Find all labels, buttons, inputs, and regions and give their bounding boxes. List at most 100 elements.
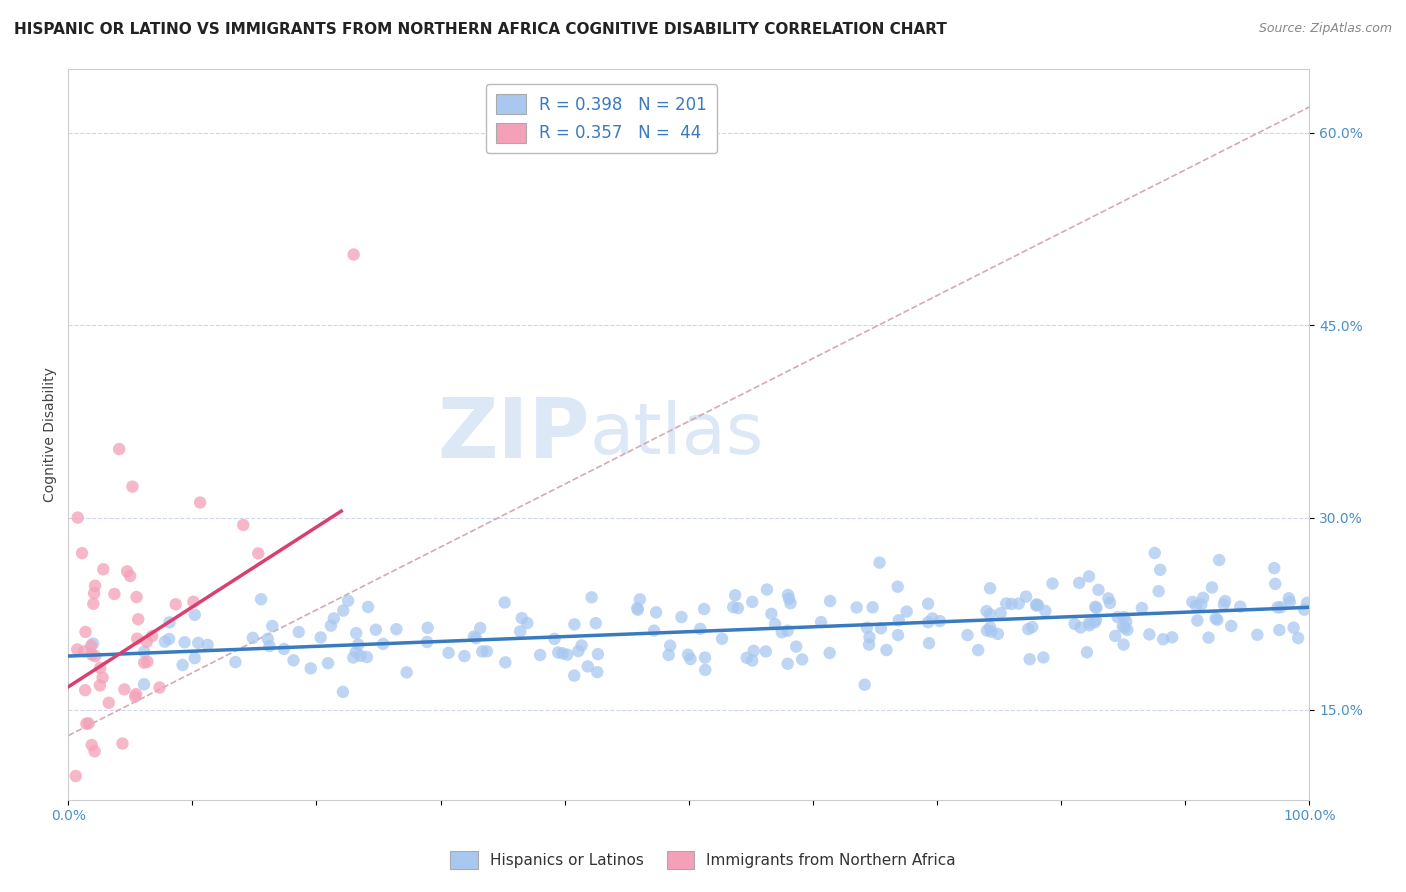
Point xyxy=(141,629,163,643)
Point xyxy=(1008,597,1031,611)
Point xyxy=(995,597,1018,611)
Point xyxy=(127,632,149,646)
Point xyxy=(1087,582,1109,597)
Point xyxy=(1084,599,1107,614)
Point xyxy=(976,604,998,618)
Point xyxy=(626,601,648,615)
Point xyxy=(856,621,879,635)
Point xyxy=(82,597,104,611)
Point xyxy=(776,657,799,671)
Point xyxy=(395,665,418,680)
Point xyxy=(742,644,765,658)
Point xyxy=(564,617,586,632)
Text: ZIP: ZIP xyxy=(437,393,589,475)
Point xyxy=(316,657,339,671)
Point xyxy=(287,625,309,640)
Point xyxy=(917,597,939,611)
Point xyxy=(1026,598,1049,612)
Point xyxy=(349,648,371,663)
Point xyxy=(858,630,880,644)
Point xyxy=(1294,602,1316,616)
Point xyxy=(785,640,807,654)
Point xyxy=(1152,632,1174,647)
Point xyxy=(1278,591,1301,606)
Point xyxy=(586,647,609,661)
Point xyxy=(465,631,488,645)
Point xyxy=(453,649,475,664)
Point xyxy=(184,607,207,622)
Legend: R = 0.398   N = 201, R = 0.357   N =  44: R = 0.398 N = 201, R = 0.357 N = 44 xyxy=(486,84,717,153)
Point xyxy=(551,646,574,660)
Point xyxy=(1063,616,1085,631)
Point xyxy=(89,678,111,692)
Point xyxy=(1282,621,1305,635)
Point xyxy=(135,634,157,648)
Point xyxy=(125,687,148,701)
Point xyxy=(1069,575,1091,590)
Point xyxy=(247,546,270,560)
Point xyxy=(778,591,800,606)
Point xyxy=(111,737,134,751)
Point xyxy=(1189,598,1212,612)
Point xyxy=(1137,627,1160,641)
Point xyxy=(66,510,89,524)
Point xyxy=(862,600,884,615)
Point xyxy=(77,716,100,731)
Point xyxy=(188,495,211,509)
Point xyxy=(416,635,439,649)
Point xyxy=(1286,631,1309,645)
Point xyxy=(187,636,209,650)
Point xyxy=(1078,615,1101,630)
Point xyxy=(755,644,778,658)
Point xyxy=(273,641,295,656)
Point xyxy=(755,582,778,597)
Point xyxy=(134,645,156,659)
Point xyxy=(1192,591,1215,605)
Point xyxy=(1112,638,1135,652)
Text: HISPANIC OR LATINO VS IMMIGRANTS FROM NORTHERN AFRICA COGNITIVE DISABILITY CORRE: HISPANIC OR LATINO VS IMMIGRANTS FROM NO… xyxy=(14,22,946,37)
Point xyxy=(853,678,876,692)
Point xyxy=(172,657,194,672)
Point xyxy=(509,624,531,639)
Point xyxy=(91,562,114,576)
Point xyxy=(1107,610,1129,624)
Point xyxy=(103,587,125,601)
Point xyxy=(1246,628,1268,642)
Point xyxy=(80,648,103,662)
Text: Source: ZipAtlas.com: Source: ZipAtlas.com xyxy=(1258,22,1392,36)
Point xyxy=(659,639,682,653)
Point xyxy=(529,648,551,662)
Point xyxy=(1147,584,1170,599)
Point xyxy=(84,579,107,593)
Point xyxy=(689,622,711,636)
Point xyxy=(343,247,366,261)
Point xyxy=(581,591,603,605)
Point xyxy=(585,616,607,631)
Point xyxy=(120,569,142,583)
Point xyxy=(627,603,650,617)
Point xyxy=(770,625,793,640)
Point xyxy=(1267,600,1289,615)
Point xyxy=(364,623,387,637)
Point xyxy=(256,632,278,646)
Point xyxy=(1015,590,1038,604)
Y-axis label: Cognitive Disability: Cognitive Disability xyxy=(44,367,58,501)
Point xyxy=(1212,598,1234,612)
Point xyxy=(115,565,138,579)
Point xyxy=(83,744,105,758)
Point xyxy=(75,683,97,698)
Point xyxy=(792,652,814,666)
Point xyxy=(385,622,408,636)
Point xyxy=(1084,613,1107,627)
Point xyxy=(1076,645,1098,659)
Point xyxy=(776,624,799,638)
Legend: Hispanics or Latinos, Immigrants from Northern Africa: Hispanics or Latinos, Immigrants from No… xyxy=(444,845,962,875)
Point xyxy=(967,643,990,657)
Point xyxy=(494,656,516,670)
Point xyxy=(70,546,93,560)
Point xyxy=(1032,650,1054,665)
Point xyxy=(1085,601,1108,615)
Point xyxy=(723,600,745,615)
Point xyxy=(887,613,910,627)
Point xyxy=(344,645,367,659)
